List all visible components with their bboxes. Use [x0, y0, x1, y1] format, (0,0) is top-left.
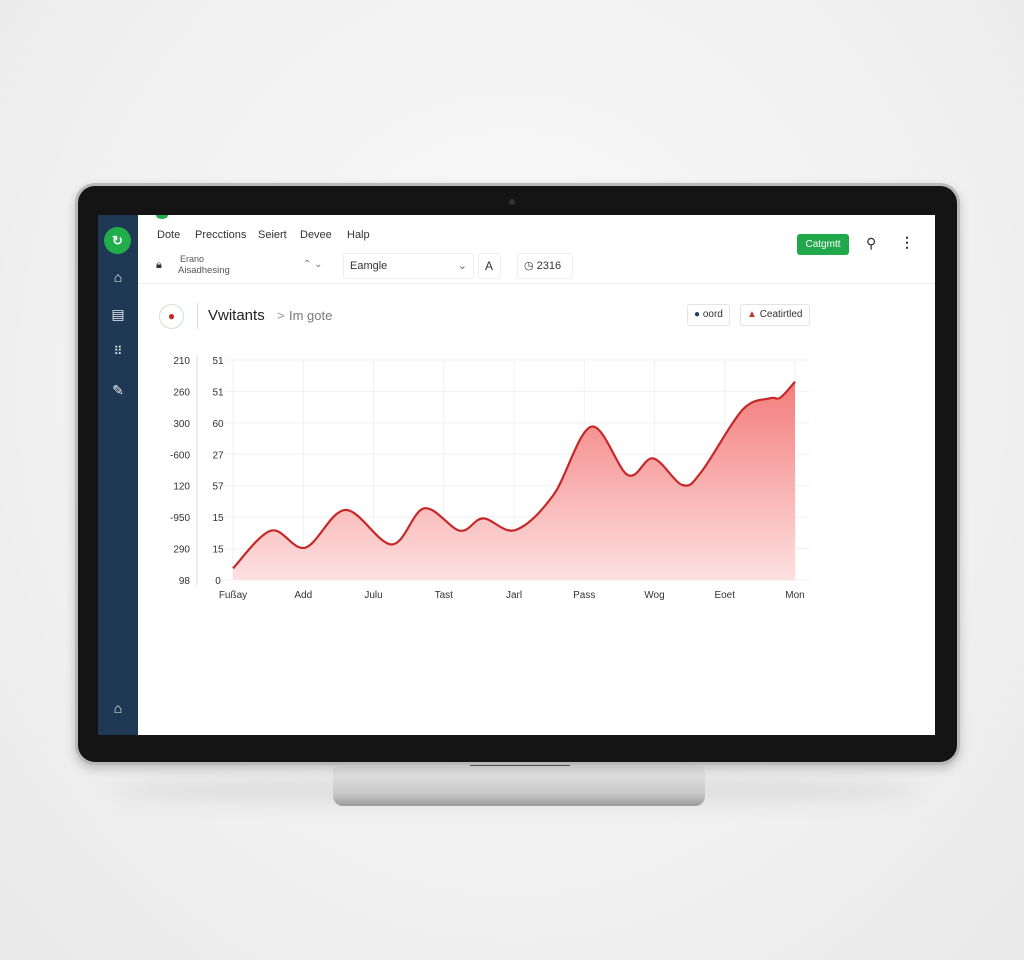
y-tick-inner: 57 [212, 482, 224, 493]
counter-value: 2316 [536, 260, 562, 272]
y-tick-outer: 290 [173, 545, 190, 556]
y-tick-inner: 51 [212, 356, 224, 367]
chevron-up-down-icon[interactable]: ⌃ ⌄ [303, 259, 323, 270]
menu-item-halp[interactable]: Halp [347, 229, 370, 241]
x-tick-label: Eoet [714, 590, 735, 601]
badge-label: Ceatirtled [759, 309, 803, 320]
x-tick-label: Jarl [506, 590, 522, 601]
more-vertical-icon[interactable]: ⋮ [900, 234, 914, 250]
document-icon[interactable]: ▤ [111, 306, 125, 322]
home-icon[interactable]: ⌂ [113, 700, 123, 716]
toolbar-divider [138, 283, 935, 284]
y-tick-inner: 0 [215, 576, 221, 587]
y-tick-outer: 210 [173, 356, 190, 367]
x-tick-label: Add [294, 590, 312, 601]
select-dropdown[interactable]: Eamgle ⌄ [343, 253, 474, 279]
chevron-down-icon: ⌄ [457, 260, 467, 272]
breadcrumb[interactable]: Im gote [289, 308, 333, 323]
file-name-line2: Aisadhesing [178, 265, 230, 276]
area-fill [233, 381, 795, 580]
sidebar: ↻ ⌂ ▤ ⠿ ✎ ⌂ [98, 215, 138, 735]
dot-icon: ● [694, 309, 701, 320]
x-tick-label: Mon [785, 590, 804, 601]
monitor-stand [333, 766, 705, 806]
breadcrumb-separator: > [277, 308, 285, 323]
y-tick-inner: 51 [212, 387, 224, 398]
y-tick-inner: 60 [212, 419, 224, 430]
menu-item-devee[interactable]: Devee [300, 229, 332, 241]
title-separator [197, 303, 198, 329]
y-tick-inner: 15 [212, 513, 224, 524]
y-tick-inner: 15 [212, 545, 224, 556]
y-tick-outer: 120 [173, 482, 190, 493]
font-button[interactable]: A [478, 253, 501, 279]
y-tick-outer: 300 [173, 419, 190, 430]
menu-item-seiert[interactable]: Seiert [258, 229, 287, 241]
x-tick-label: Pass [573, 590, 595, 601]
status-dot [156, 215, 168, 219]
area-chart: 98 0 290 15 -950 15 120 57 -600 27 300 60 260 51 210 51… [170, 355, 810, 601]
clock-icon: ◷ [524, 260, 534, 272]
y-tick-inner: 27 [212, 450, 224, 461]
y-tick-outer: 98 [179, 576, 191, 587]
menu-item-dote[interactable]: Dote [157, 229, 181, 241]
primary-button[interactable]: Catgmtt [797, 234, 849, 255]
x-tick-label: Tast [435, 590, 454, 601]
y-tick-outer: 260 [173, 387, 190, 398]
app-window: ↻ ⌂ ▤ ⠿ ✎ ⌂ Dote Precctions Seiert Devee… [98, 215, 935, 735]
home-icon[interactable]: ⌂ [113, 269, 123, 285]
x-tick-label: Wog [644, 590, 664, 601]
series-line [232, 380, 796, 570]
file-name-line1: Erano [180, 254, 205, 264]
menu-item-precctions[interactable]: Precctions [195, 229, 247, 241]
refresh-icon[interactable]: ↻ [104, 227, 131, 254]
y-tick-outer: -950 [170, 513, 190, 524]
lock-icon: 🔒︎ [156, 259, 162, 271]
badge-oord[interactable]: ● oord [687, 304, 730, 326]
y-tick-outer: -600 [170, 450, 190, 461]
bell-icon: ▲ [747, 309, 757, 320]
page-title: Vwitants [208, 307, 265, 324]
select-value: Eamgle [350, 260, 388, 272]
x-tick-label: Fußay [219, 590, 247, 601]
tag-icon[interactable]: ✎ [112, 382, 124, 398]
x-tick-label: Julu [364, 590, 382, 601]
webcam [509, 199, 515, 205]
counter-badge: ◷ 2316 [517, 253, 573, 279]
badge-label: oord [702, 309, 723, 320]
badge-ceatirtled[interactable]: ▲ Ceatirtled [740, 304, 810, 326]
grid-icon[interactable]: ⠿ [113, 344, 123, 358]
pin-icon[interactable]: ⚲ [866, 235, 877, 251]
alert-pin-icon: ● [159, 304, 184, 329]
